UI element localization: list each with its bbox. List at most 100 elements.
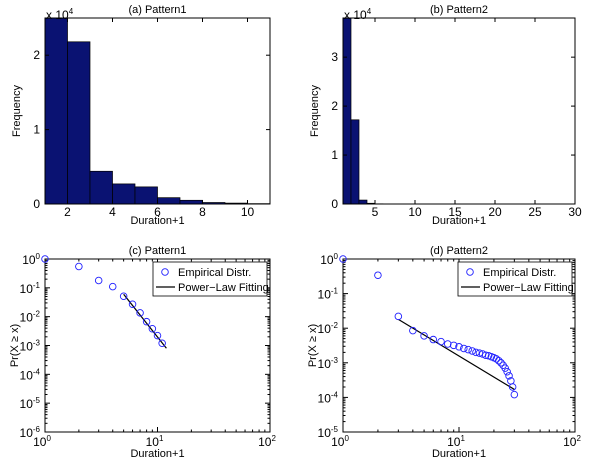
panel-d-ytick-label-exponent: -5: [331, 425, 339, 434]
panel-c-point: [136, 309, 144, 317]
panel-c-ylabel: Pr(X ≥ x): [9, 324, 21, 367]
panel-d-point: [437, 337, 445, 346]
panel-c-xtick-label-exponent: 2: [271, 434, 276, 443]
panel-d-ytick-label-base: 10: [318, 426, 332, 440]
panel-d-xtick-label: 100: [331, 434, 349, 449]
panel-d: 100 101 10210010-110-210-310-410-5Empirica…: [307, 245, 581, 457]
panel-a-title: (a) Pattern1: [128, 4, 186, 16]
panel-d-xtick-label-base: 10: [331, 435, 345, 449]
panel-c-xlabel: Duration+1: [130, 448, 184, 457]
panel-d-point: [394, 312, 403, 321]
panel-d-ytick-label-base: 10: [320, 253, 334, 267]
panel-c-point: [153, 331, 162, 340]
panel-d-ytick-label-exponent: 0: [334, 252, 339, 261]
panel-d-point: [508, 383, 517, 391]
panel-d-legend-marker: [466, 268, 474, 276]
panel-c-legend: Empirical Distr. Power−Law Fitting: [152, 261, 269, 297]
panel-c-ytick-label: 10-1: [20, 281, 41, 296]
panel-d-ytick-label: 100: [320, 252, 338, 267]
panel-d-xtick-label-exponent: 1: [460, 434, 465, 443]
panel-d-point: [472, 348, 480, 357]
panel-a-xtick-label: 2: [64, 205, 71, 219]
panel-c-point: [148, 325, 157, 333]
panel-c-xtick-label-base: 10: [258, 435, 272, 449]
panel-a-multiplier-base: x 10: [46, 8, 69, 22]
panel-c-legend-label-empirical: Empirical Distr.: [178, 267, 251, 279]
panel-c-ytick-label: 10-2: [20, 310, 41, 325]
panel-b-axes-box: [342, 17, 576, 205]
panel-d-fit-line: [398, 318, 515, 390]
panel-d-ytick-label: 10-4: [318, 390, 339, 405]
panel-c-ytick-label-exponent: -2: [33, 310, 41, 319]
panel-c-fit-line: [123, 293, 167, 349]
panel-a-multiplier-exponent: 4: [69, 7, 74, 16]
panel-a-bar: [157, 197, 181, 205]
panel-d-point: [497, 359, 505, 367]
panel-d-ytick-label: 10-2: [318, 321, 339, 336]
panel-c-ytick-label-base: 10: [20, 282, 34, 296]
panel-c-point: [108, 282, 117, 291]
panel-c-ytick-label-exponent: -5: [33, 396, 41, 405]
panel-b-xtick-label: 10: [408, 205, 422, 219]
panel-a-xtick-label: 10: [241, 205, 255, 219]
panel-d-xtick-label-base: 10: [563, 435, 577, 449]
panel-d-point: [429, 335, 438, 344]
panel-c-ytick-label-base: 10: [20, 340, 34, 354]
panel-d-ytick-label-exponent: -1: [331, 287, 339, 296]
panel-d-point: [460, 344, 468, 353]
panel-c-xtick-label-base: 10: [33, 435, 47, 449]
panel-b-xlabel: Duration+1: [432, 215, 486, 227]
panel-c: 100 101 10210010-110-210-310-410-510-6Empi…: [9, 245, 276, 457]
panel-a-ylabel: Frequency: [11, 85, 23, 137]
panel-d-point: [510, 390, 519, 399]
panel-c-xtick-label: 102: [258, 434, 276, 449]
panel-d-legend-label-empirical: Empirical Distr.: [483, 267, 556, 279]
panel-c-ytick-label-exponent: -3: [33, 339, 41, 348]
panel-c-point: [128, 300, 137, 308]
panel-d-point: [455, 343, 463, 351]
panel-d-point: [505, 372, 513, 380]
panel-d-xtick-label: 102: [563, 434, 581, 449]
panel-d-ytick-label-base: 10: [318, 288, 332, 302]
panel-d-point: [464, 345, 472, 354]
panel-a-xtick-label: 6: [154, 205, 161, 219]
panel-b-multiplier-base: x 10: [344, 8, 367, 22]
panel-d-point: [481, 351, 490, 360]
panel-c-point: [142, 317, 151, 326]
panel-d-point: [503, 368, 511, 376]
panel-b-title: (b) Pattern2: [430, 4, 488, 16]
panel-c-legend-label-fit: Power−Law Fitting: [178, 282, 269, 294]
panel-d-ytick-label: 10-3: [318, 356, 339, 371]
panel-a-bar: [67, 41, 91, 205]
panel-d-point: [449, 341, 458, 350]
panel-d-point: [468, 347, 476, 355]
panel-c-ytick-label-exponent: -1: [33, 281, 41, 290]
panel-c-point: [158, 339, 166, 347]
panel-b-ytick-label: 3: [331, 50, 338, 64]
panel-c-ytick-label: 10-3: [20, 339, 41, 354]
panel-a-bar: [44, 17, 68, 205]
panel-d-ytick-label: 10-1: [318, 287, 339, 302]
panel-c-point: [75, 262, 83, 271]
panel-d-ytick-label-base: 10: [318, 357, 332, 371]
panel-d-legend-label-fit: Power−Law Fitting: [483, 282, 574, 294]
panel-a-ytick-label: 0: [33, 197, 40, 211]
panel-c-ytick-label-base: 10: [22, 253, 36, 267]
panel-d-ytick-label-exponent: -3: [331, 356, 339, 365]
panel-d-ytick-label-exponent: -2: [331, 321, 339, 330]
panel-b-xtick-label: 15: [448, 205, 462, 219]
panel-d-xtick-label: 101: [447, 434, 465, 449]
panel-c-ytick-label-base: 10: [20, 397, 34, 411]
panel-a-multiplier: x 104: [46, 7, 74, 22]
panel-d-ytick-label-base: 10: [318, 391, 332, 405]
panel-c-ytick-label: 100: [22, 252, 40, 267]
panel-c-ytick-label: 10-5: [20, 396, 41, 411]
panel-b-multiplier-exponent: 4: [367, 7, 372, 16]
panel-d-point: [339, 255, 347, 263]
panel-b-xtick-label: 20: [488, 205, 502, 219]
panel-c-ytick-label-exponent: -4: [33, 367, 41, 376]
panel-d-point: [492, 355, 501, 363]
panel-d-xtick-label-exponent: 2: [576, 434, 581, 443]
